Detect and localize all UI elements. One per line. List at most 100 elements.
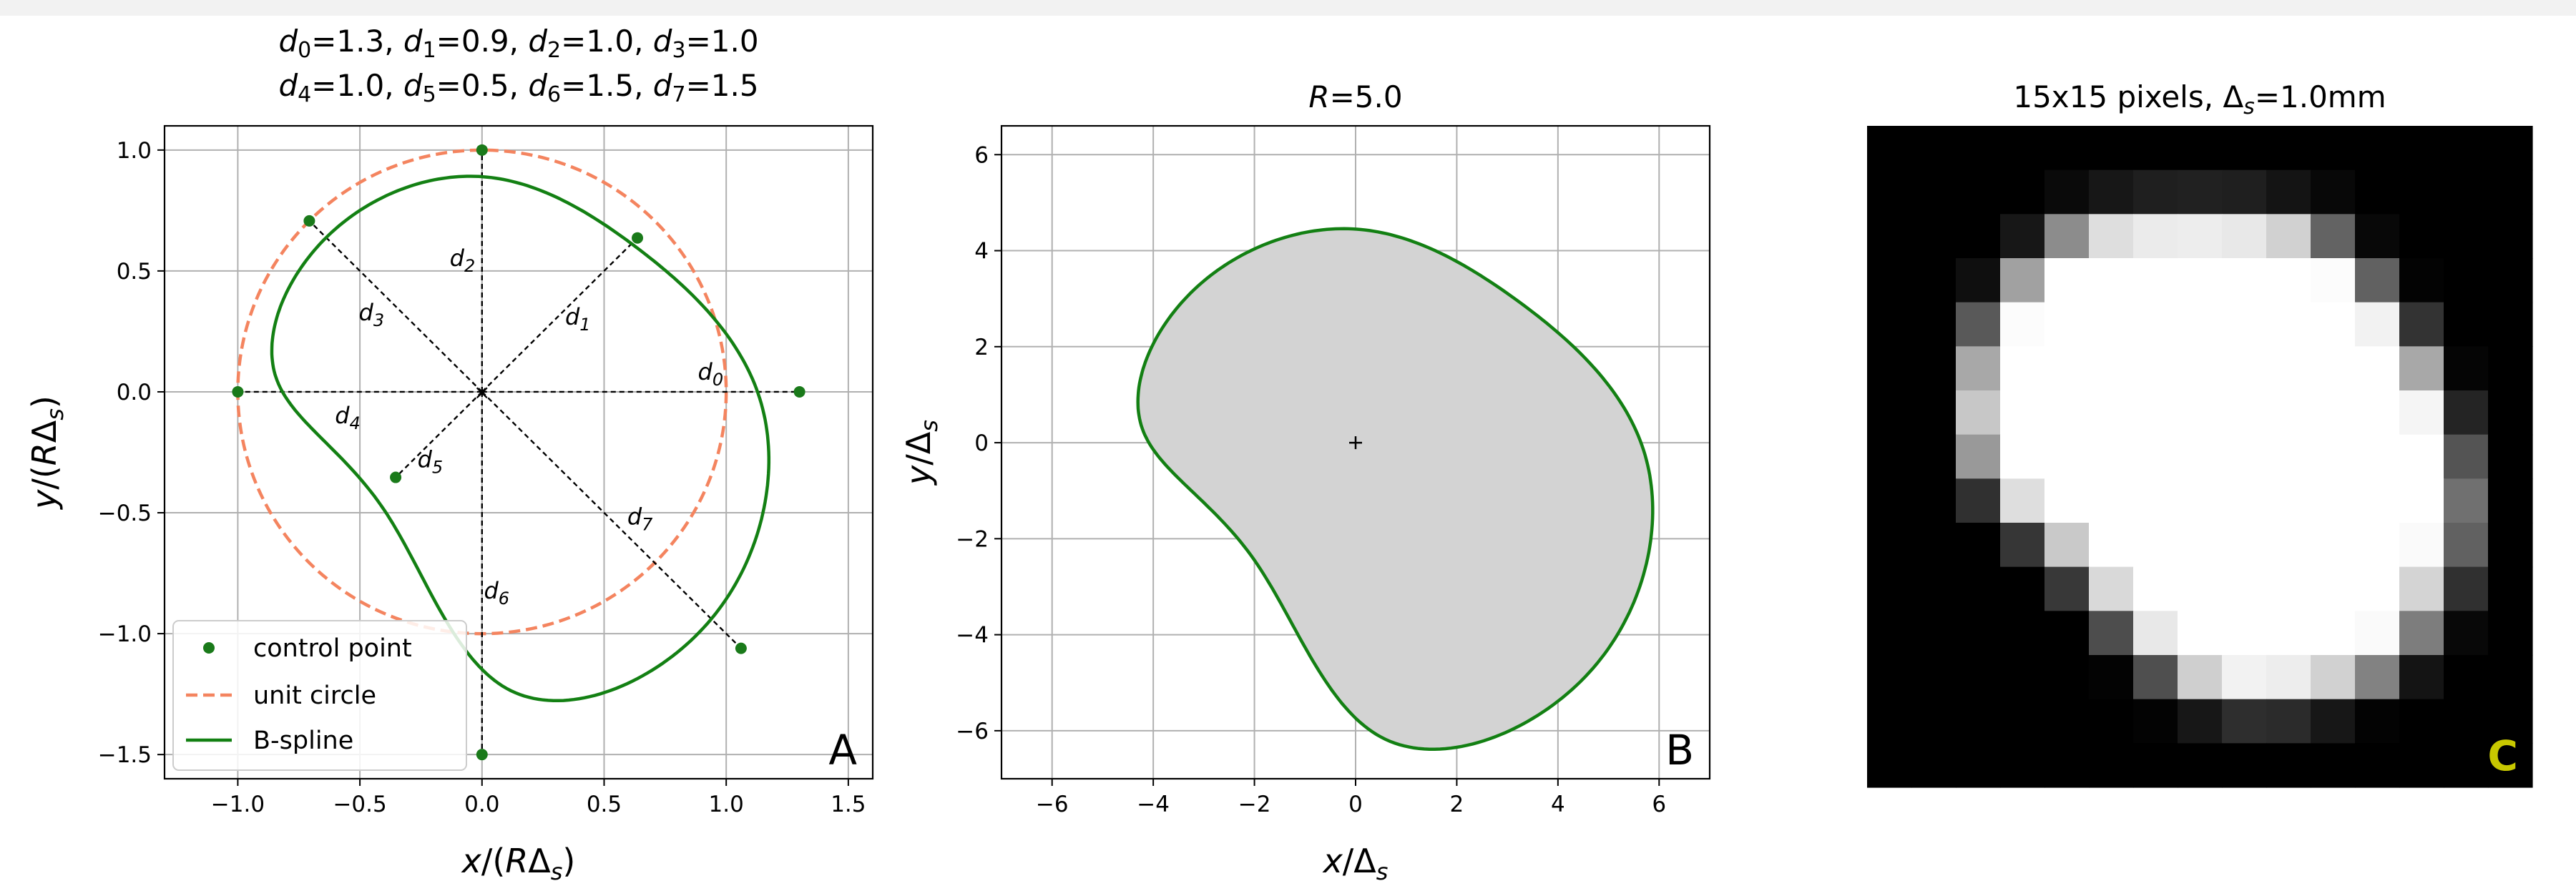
radius-label-d3-sub: 3 [373,310,384,330]
pixel-cell [2089,169,2134,215]
pixel-cell [1911,214,1957,259]
pixel-cell [2178,743,2223,788]
pixel-cell [2000,390,2045,435]
panel-letter-b: B [1665,726,1694,774]
panel-b-ylabel-delta: /Δ [899,431,938,465]
panel-a-xlabel-r: R [505,842,528,880]
panel-b-x-tick-label: −4 [1137,792,1170,817]
pixel-cell [2488,566,2533,611]
pixel-cell [2311,611,2356,656]
pixel-cell [2311,302,2356,347]
panel-b-y-tick-label: −6 [956,719,989,744]
panel-a-title-1-2-base: d [528,68,547,103]
pixel-cell [2089,390,2134,435]
pixel-cell [2222,611,2267,656]
panel-b-y-tick-label: 0 [974,430,989,456]
panel-a-title-0-3-sub: 3 [672,38,685,63]
pixel-cell [2266,478,2311,523]
pixel-cell [2311,566,2356,611]
pixel-cell [2266,434,2311,479]
panel-a-xlabel-x: x [461,842,482,880]
pixel-cell [2399,258,2444,303]
pixel-cell [2222,743,2267,788]
panel-b-y-tick-label: 6 [974,142,989,168]
pixel-cell [2444,655,2489,700]
center-marker: × [474,380,490,404]
pixel-cell [2089,566,2134,611]
pixel-cell [1911,699,1957,744]
pixel-cell [2044,478,2090,523]
pixel-cell [2133,214,2178,259]
panel-b-x-tick-label: 2 [1450,792,1464,817]
control-point-5 [390,471,402,483]
pixel-cell [2399,390,2444,435]
pixel-cell [2133,258,2178,303]
pixel-cell [1867,743,1912,788]
panel-a-x-tick-label: 0.0 [464,792,499,817]
legend-box [172,620,467,771]
control-point-7 [735,642,747,654]
pixel-cell [2133,523,2178,568]
pixel-cell [2355,346,2400,391]
pixel-cell [2133,169,2178,215]
pixel-cell [1911,743,1957,788]
panel-a-title-text-1-0: =1.0, [311,68,403,103]
pixel-cell [1956,699,2001,744]
pixel-cell [2266,566,2311,611]
pixel-cell [2488,611,2533,656]
pixel-cell [1956,169,2001,215]
pixel-cell [2000,566,2045,611]
pixel-cell [2355,743,2400,788]
pixel-cell [2044,214,2090,259]
pixel-cell [1911,302,1957,347]
pixel-cell [2266,214,2311,259]
panel-b-title: R=5.0 [1308,79,1402,114]
pixel-cell [2488,699,2533,744]
pixel-cell [2399,126,2444,171]
pixel-cell [2311,478,2356,523]
legend-label-b-spline: B-spline [253,727,353,755]
pixel-cell [2000,126,2045,171]
pixel-cell [2133,478,2178,523]
pixel-cell [2311,258,2356,303]
panel-b-x-tick-label: −2 [1238,792,1271,817]
panel-b-ylabel-y: y [899,465,938,486]
panel-a-title-0-1-base: d [403,24,423,59]
pixel-cell [2089,743,2134,788]
panel-a-title-1-3-base: d [653,68,672,103]
panel-b-title-r: R [1308,79,1329,114]
pixel-cell [2044,523,2090,568]
panel-b-x-tick-label: 0 [1348,792,1363,817]
panel-a-y-tick-label: 0.5 [117,259,152,285]
panel-c-title-sub: s [2243,94,2255,119]
pixel-cell [2488,346,2533,391]
radius-label-d7-sub: 7 [642,515,653,535]
panel-a-ylabel-delta: Δ [25,420,64,443]
pixel-cell [2044,566,2090,611]
pixel-cell [2399,523,2444,568]
pixel-cell [2266,523,2311,568]
pixel-cell [2000,611,2045,656]
pixel-cell [2178,611,2223,656]
radius-label-d6: d6​ [484,577,509,609]
pixel-cell [2222,346,2267,391]
radius-label-d1-base: d [565,303,580,330]
pixel-cell [2266,126,2311,171]
pixel-cell [2399,169,2444,215]
pixel-cell [2044,258,2090,303]
panel-b-xlabel-x: x [1322,842,1343,880]
radius-label-d1: d1​ [565,303,591,335]
panel-a-y-tick-label: 0.0 [117,380,152,405]
pixel-cell [2311,434,2356,479]
pixel-cell [2444,390,2489,435]
pixel-cell [2222,566,2267,611]
pixel-cell [2133,655,2178,700]
panel-b-y-tick-label: 4 [974,239,989,265]
pixel-cell [2222,655,2267,700]
legend-label-unit-circle: unit circle [253,681,376,710]
pixel-cell [1911,169,1957,215]
pixel-cell [2399,214,2444,259]
radius-label-d7: d7​ [627,503,653,535]
pixel-cell [1956,434,2001,479]
